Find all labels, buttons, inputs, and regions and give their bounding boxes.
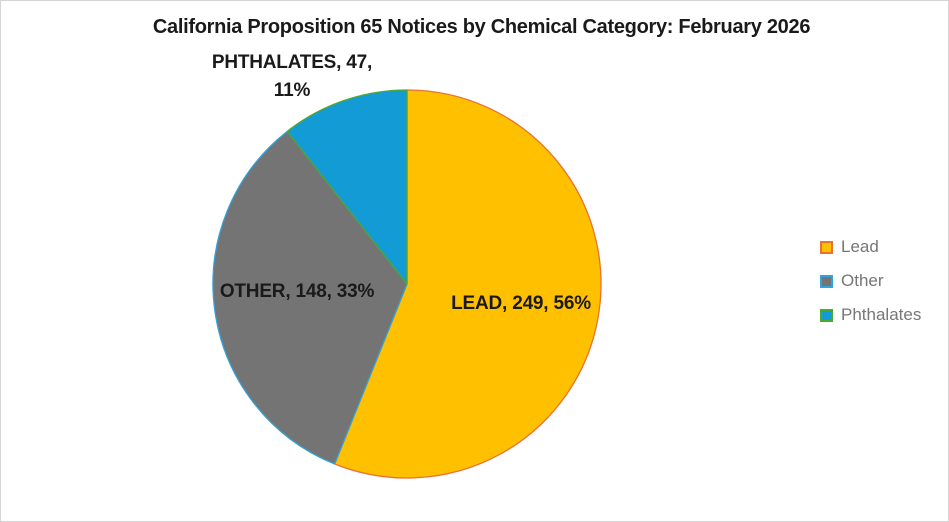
legend-item-other[interactable]: Other [820,271,921,291]
legend-label-other: Other [841,271,884,290]
legend-item-lead[interactable]: Lead [820,237,921,257]
legend-swatch-lead-icon [820,240,833,254]
data-label-lead: LEAD, 249, 56% [451,293,591,314]
chart-title: California Proposition 65 Notices by Che… [152,16,811,38]
data-label-phthalates: PHTHALATES, 47, 11% [211,52,373,101]
pie-slice-lead[interactable] [334,89,602,479]
legend-label-lead: Lead [841,237,879,256]
legend-item-phthalates[interactable]: Phthalates [820,305,921,325]
data-label-other: OTHER, 148, 33% [219,281,375,302]
pie-slice-other[interactable] [212,130,408,465]
legend-swatch-phthalates-icon [820,308,833,322]
pie-slice-phthalates[interactable] [286,89,408,285]
legend-label-phthalates: Phthalates [841,305,922,324]
legend-swatch-other-icon [820,274,833,288]
chart-legend: Lead Other Phthalates [820,237,921,339]
pie-chart [212,89,602,479]
